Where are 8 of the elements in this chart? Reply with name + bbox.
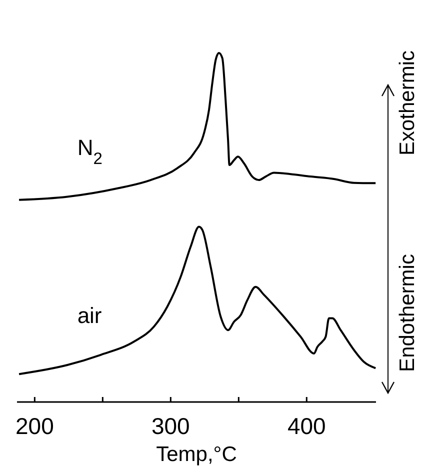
x-tick-label: 300 xyxy=(151,413,190,439)
series-label: N$_{2}$ xyxy=(77,134,102,168)
x-axis-title: Temp,°C xyxy=(156,443,237,466)
text: Exothermic xyxy=(396,50,419,156)
series-label: air xyxy=(77,303,102,328)
text: Endothermic xyxy=(396,254,419,372)
x-tick-label: 400 xyxy=(287,413,326,439)
x-tick-label: 200 xyxy=(15,413,54,439)
